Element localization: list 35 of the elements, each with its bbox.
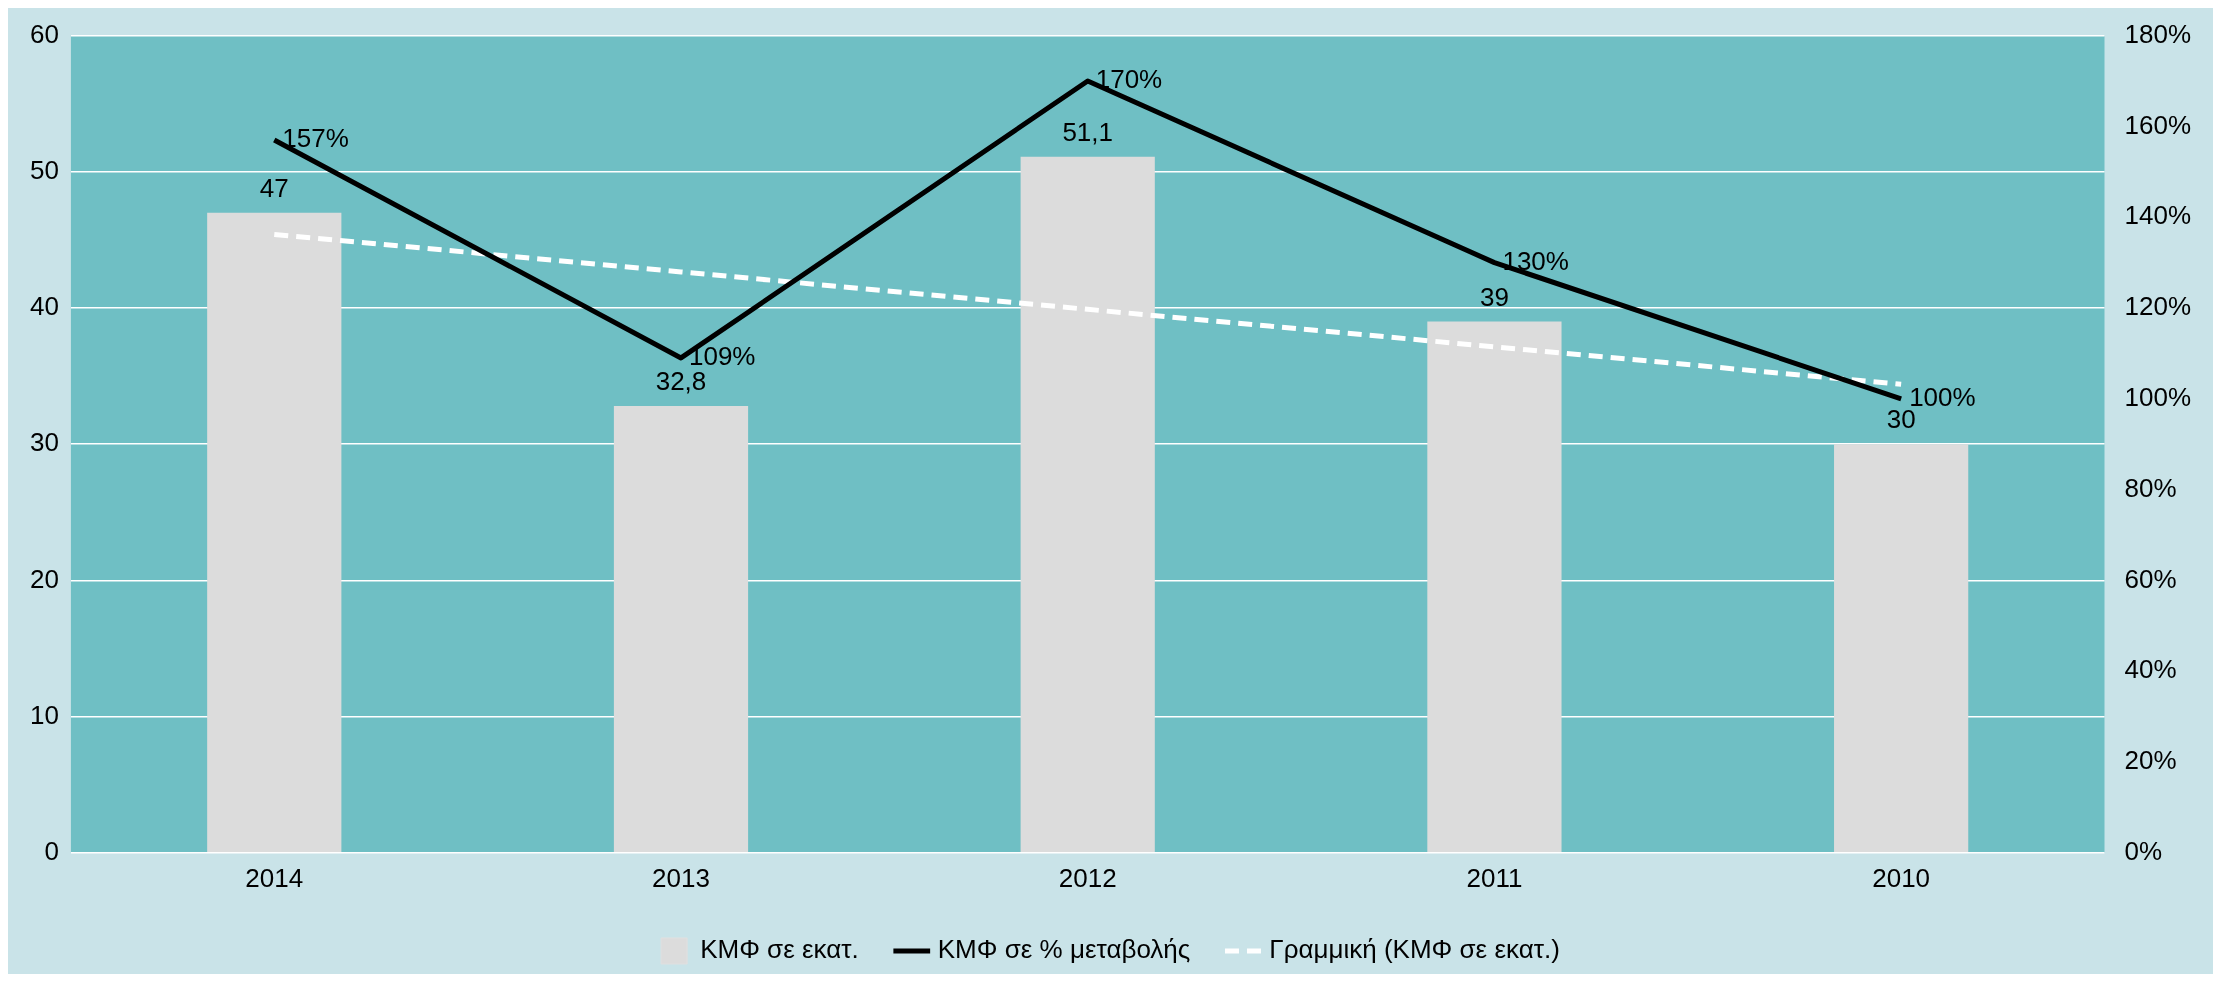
x-tick-label: 2010 (1872, 862, 1931, 893)
x-tick-label: 2012 (1058, 862, 1117, 893)
y2-tick-label: 120% (2124, 291, 2191, 322)
legend-label: ΚΜΦ σε εκατ. (700, 934, 859, 965)
x-tick-label: 2013 (652, 862, 710, 893)
bar (1427, 321, 1562, 853)
y-tick-label: 10 (30, 699, 59, 730)
y-tick-label: 40 (30, 291, 59, 322)
data-label: 170% (1095, 64, 1163, 95)
y-tick-label: 20 (30, 563, 59, 594)
y2-tick-label: 100% (2124, 381, 2191, 412)
data-label: 157% (282, 123, 349, 154)
x-tick-label: 2014 (245, 862, 304, 893)
bar (1834, 444, 1969, 853)
data-label: 47 (259, 172, 289, 203)
bar (613, 406, 749, 853)
y-tick-label: 60 (30, 18, 59, 49)
data-label: 51,1 (1062, 116, 1114, 147)
data-label: 39 (1479, 281, 1509, 312)
x-tick-label: 2011 (1466, 862, 1523, 893)
y-tick-label: 30 (30, 427, 59, 458)
y2-tick-label: 60% (2124, 563, 2177, 594)
bar (1020, 156, 1155, 853)
y2-tick-label: 80% (2124, 472, 2177, 503)
y2-tick-label: 160% (2124, 109, 2191, 140)
y-tick-label: 50 (30, 154, 59, 185)
bar (207, 212, 342, 853)
y2-tick-label: 180% (2124, 18, 2191, 49)
legend-label: Γραμμική (ΚΜΦ σε εκατ.) (1269, 934, 1560, 965)
legend-label: ΚΜΦ σε % μεταβολής (937, 934, 1191, 965)
y2-tick-label: 40% (2124, 654, 2177, 685)
y2-tick-label: 20% (2124, 745, 2177, 776)
y2-tick-label: 140% (2124, 200, 2191, 231)
y-tick-label: 0 (44, 835, 59, 866)
y2-tick-label: 0% (2124, 835, 2163, 866)
